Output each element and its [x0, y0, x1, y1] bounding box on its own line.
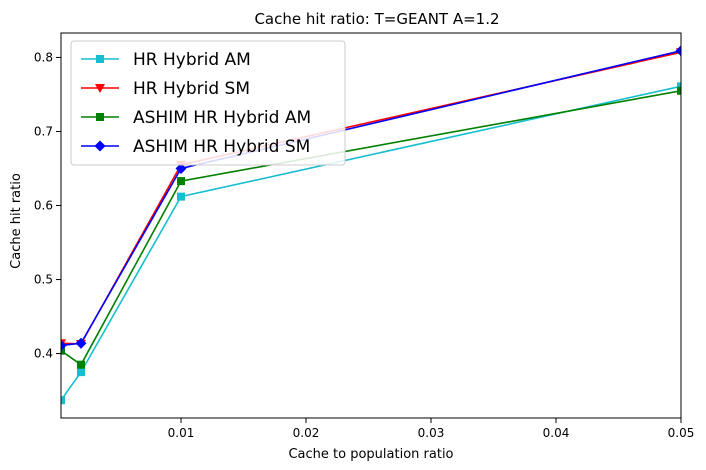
- legend-marker-hr-hybrid-am: [96, 55, 104, 63]
- data-point-ashim-hr-hybrid-am: [77, 360, 85, 369]
- x-tick-label: 0.04: [543, 426, 570, 440]
- y-tick-label: 0.8: [34, 50, 53, 64]
- x-tick-label: 0.05: [668, 426, 695, 440]
- plot-frame: [60, 32, 682, 419]
- data-point-hr-hybrid-am: [77, 368, 85, 377]
- legend-marker-ashim-hr-hybrid-sm: [94, 140, 106, 152]
- x-axis-title: Cache to population ratio: [288, 447, 453, 462]
- series-line-ashim-hr-hybrid-sm: [61, 49, 681, 347]
- y-tick-label: 0.7: [34, 124, 53, 138]
- series-layer: [61, 45, 681, 405]
- legend-marker-hr-hybrid-sm: [95, 84, 105, 93]
- series-line-ashim-hr-hybrid-am: [61, 89, 681, 366]
- data-point-ashim-hr-hybrid-sm: [175, 162, 187, 174]
- x-tick-label: 0.01: [168, 426, 195, 440]
- x-tick-label: 0.03: [418, 426, 445, 440]
- data-point-hr-hybrid-am: [677, 82, 681, 91]
- legend: HR Hybrid AM HR Hybrid SM ASHIM HR Hybrid …: [70, 40, 346, 166]
- chart-title: Cache hit ratio: T=GEANT A=1.2: [254, 10, 499, 28]
- x-tick-label: 0.02: [293, 426, 320, 440]
- series-line-hr-hybrid-am: [61, 85, 681, 401]
- data-point-ashim-hr-hybrid-sm: [75, 337, 87, 349]
- y-tick-label: 0.4: [34, 347, 53, 361]
- y-axis-title: Cache hit ratio: [9, 173, 24, 269]
- data-point-ashim-hr-hybrid-am: [677, 86, 681, 95]
- legend-label-ashim-hr-hybrid-am: ASHIM HR Hybrid AM: [133, 108, 311, 128]
- plot-area: 0.01 0.02 0.03 0.04 0.05 0.4 0.5 0.6 0.7 0.8: [34, 32, 695, 440]
- legend-label-hr-hybrid-am: HR Hybrid AM: [133, 50, 251, 70]
- data-point-ashim-hr-hybrid-am: [177, 177, 185, 186]
- data-point-ashim-hr-hybrid-sm: [61, 339, 67, 351]
- legend-marker-ashim-hr-hybrid-am: [96, 113, 104, 121]
- y-tick-label: 0.5: [34, 273, 53, 287]
- data-point-ashim-hr-hybrid-am: [61, 346, 65, 355]
- data-point-ashim-hr-hybrid-sm: [675, 45, 681, 57]
- legend-label-hr-hybrid-sm: HR Hybrid SM: [133, 79, 250, 99]
- data-point-hr-hybrid-am: [177, 192, 185, 201]
- y-tick-label: 0.6: [34, 199, 53, 213]
- legend-label-ashim-hr-hybrid-sm: ASHIM HR Hybrid SM: [133, 137, 310, 157]
- legend-box: [70, 40, 346, 166]
- data-point-hr-hybrid-am: [61, 396, 65, 405]
